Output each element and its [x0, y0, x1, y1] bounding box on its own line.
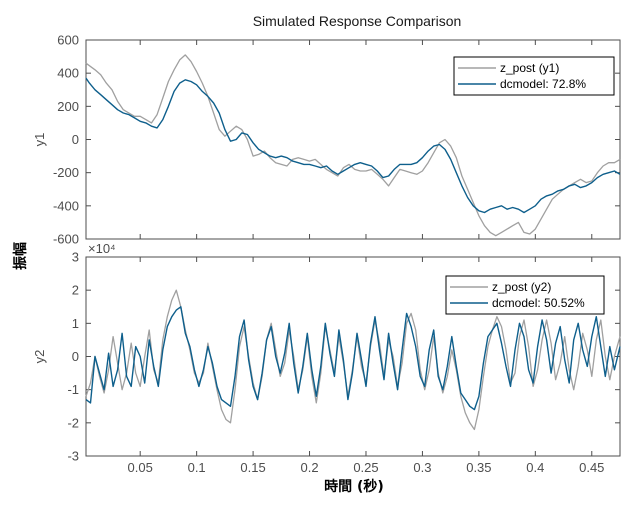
measured-series-line: [85, 54, 621, 237]
common-y-label: 振幅: [12, 242, 29, 270]
x-tick-label: 0.45: [579, 460, 604, 475]
model-series-line: [85, 77, 621, 214]
x-tick-label: 0.05: [128, 460, 153, 475]
y-exponent-label: ×10⁴: [88, 241, 116, 256]
y-tick-label: 2: [72, 283, 79, 298]
legend-entry: z_post (y1): [500, 61, 559, 75]
legend-entry: dcmodel: 50.52%: [492, 296, 585, 310]
x-tick-label: 0.2: [300, 460, 318, 475]
y-tick-label: -1: [67, 382, 79, 397]
x-tick-label: 0.35: [466, 460, 491, 475]
y-tick-label: 200: [57, 99, 79, 114]
legend-box: [445, 275, 605, 315]
y-tick-label: -400: [53, 198, 79, 213]
y-tick-label: 1: [72, 316, 79, 331]
x-tick-label: 0.4: [526, 460, 544, 475]
legend-box: [453, 56, 615, 96]
chart-title: Simulated Response Comparison: [253, 13, 462, 29]
model-series-line: [85, 306, 621, 411]
y-tick-label: 3: [72, 250, 79, 265]
x-tick-label: 0.3: [413, 460, 431, 475]
top-axes: -600 -400 -200 0 200 400 600 y1 z_post (y1) dcmod…: [32, 33, 621, 247]
y-tick-label: 0: [72, 132, 79, 147]
y-axis-label: y2: [32, 350, 47, 364]
legend-entry: dcmodel: 72.8%: [500, 77, 586, 91]
x-tick-label: 0.15: [240, 460, 265, 475]
y-tick-label: 600: [57, 33, 79, 48]
y-axis-label: y1: [32, 133, 47, 147]
legend-entry: z_post (y2): [492, 280, 551, 294]
y-tick-label: 0: [72, 349, 79, 364]
y-tick-label: -200: [53, 165, 79, 180]
y-tick-label: -600: [53, 232, 79, 247]
y-tick-label: -3: [67, 449, 79, 464]
x-tick-label: 0.1: [188, 460, 206, 475]
x-tick-label: 0.25: [353, 460, 378, 475]
bottom-axes: -3 -2 -1 0 1 2 3 0.05 0.1 0.15 0.2 0.25 0.3 0.35 0.4 0.…: [32, 241, 621, 475]
y-tick-label: 400: [57, 66, 79, 81]
common-x-label: 時間 (秒): [324, 478, 384, 495]
y-tick-label: -2: [67, 415, 79, 430]
